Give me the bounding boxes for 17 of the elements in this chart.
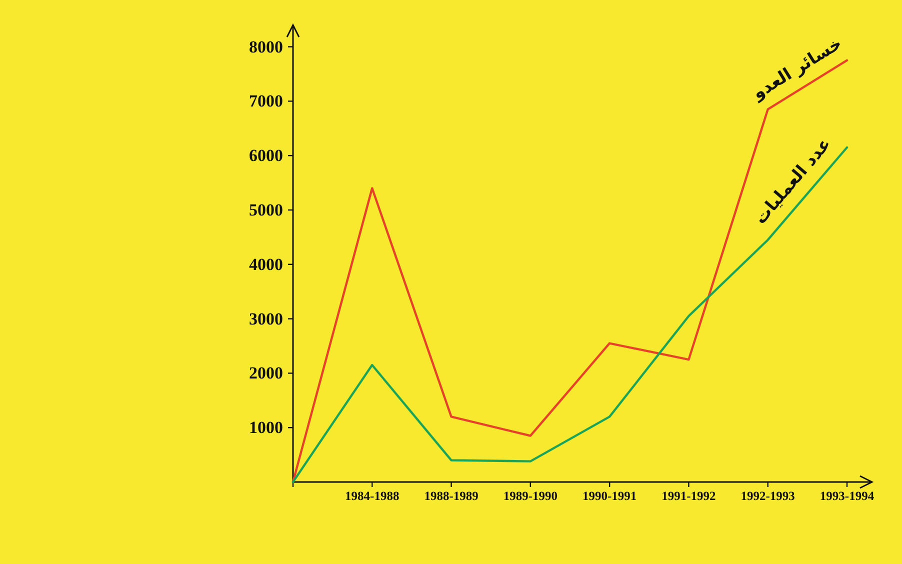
x-tick-label: 1989-1990 — [503, 489, 558, 503]
y-tick-label: 8000 — [249, 37, 283, 56]
text: خسائر العدو — [748, 34, 846, 104]
x-tick-label: 1992-1993 — [740, 489, 795, 503]
y-tick-label: 2000 — [249, 364, 283, 383]
x-tick-label: 1993-1994 — [820, 489, 875, 503]
y-tick-label: 4000 — [249, 254, 283, 274]
x-tick-label: 1990-1991 — [582, 489, 637, 503]
y-tick-label: 5000 — [249, 200, 283, 220]
text: عدد العمليات — [750, 134, 836, 228]
x-tick-label: 1991-1992 — [662, 489, 716, 503]
y-tick-label: 1000 — [249, 418, 283, 438]
y-tick-label: 3000 — [249, 309, 283, 328]
x-tick-label: 1988-1989 — [424, 489, 478, 503]
y-tick-label: 6000 — [249, 146, 283, 166]
y-tick-label: 7000 — [249, 92, 283, 111]
x-tick-label: 1984-1988 — [345, 489, 400, 503]
